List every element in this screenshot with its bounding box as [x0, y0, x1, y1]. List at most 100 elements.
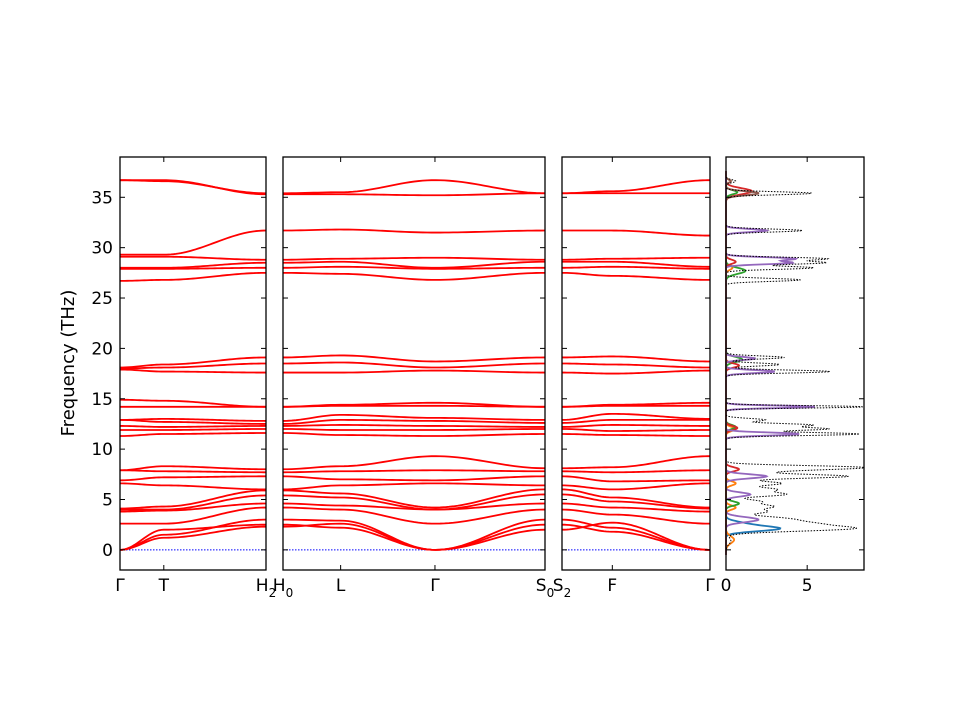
- band-7: [119, 489, 267, 510]
- band-20: [561, 362, 711, 369]
- band-4: [120, 506, 267, 525]
- y-tick-label: 25: [91, 289, 113, 309]
- band-7: [282, 488, 546, 509]
- band-panel-2: H0 L Γ S0: [273, 156, 554, 600]
- band-8: [282, 482, 546, 491]
- band-panel-3-frame: [561, 156, 711, 571]
- band-1: [119, 523, 267, 551]
- band-panel-2-frame: [282, 156, 546, 571]
- band-6: [561, 493, 711, 510]
- band-4: [282, 506, 546, 525]
- total-dos: [725, 171, 865, 555]
- band-3: [119, 518, 267, 551]
- band-19: [119, 368, 267, 374]
- k-point-label: Γ: [430, 576, 440, 596]
- y-tick-label: 0: [102, 541, 113, 561]
- band-24: [282, 260, 546, 269]
- partial-dos-5: [725, 171, 815, 555]
- band-22: [119, 271, 267, 282]
- band-25: [282, 256, 546, 261]
- band-panel-3: S2 F Γ: [553, 156, 715, 600]
- band-16: [119, 417, 267, 422]
- band-panel-1-frame: [119, 156, 267, 571]
- k-point-label: Γ: [115, 576, 125, 596]
- band-6: [120, 494, 267, 511]
- band-20: [282, 361, 546, 369]
- band-15: [282, 419, 546, 425]
- band-23: [562, 265, 710, 270]
- band-21: [282, 354, 546, 363]
- band-7: [561, 488, 711, 509]
- band-5: [561, 502, 711, 513]
- band-11: [562, 455, 711, 470]
- band-23: [120, 266, 267, 270]
- y-tick-label: 20: [91, 339, 113, 359]
- band-22: [282, 271, 546, 281]
- band-24: [562, 260, 711, 268]
- band-21: [119, 356, 267, 369]
- k-point-subscript: 0: [547, 586, 555, 600]
- band-14: [119, 425, 267, 428]
- band-6: [282, 493, 546, 511]
- band-5: [282, 502, 546, 511]
- band-11: [119, 465, 267, 472]
- band-14: [561, 424, 710, 428]
- band-12: [119, 432, 267, 437]
- band-19: [283, 369, 546, 374]
- band-18: [561, 401, 710, 408]
- y-axis-label: Frequency (THz): [58, 290, 79, 437]
- k-point-label: S2: [553, 576, 571, 600]
- y-tick-label: 30: [91, 239, 113, 259]
- y-tick-label: 15: [91, 390, 113, 410]
- band-3: [561, 521, 711, 551]
- band-14: [282, 424, 545, 428]
- k-point-label: L: [336, 576, 346, 596]
- band-28: [120, 179, 267, 196]
- band-12: [561, 433, 710, 437]
- band-27: [561, 179, 711, 195]
- band-9: [561, 475, 710, 483]
- band-8: [561, 482, 711, 491]
- y-tick-label: 5: [102, 490, 113, 510]
- band-8: [119, 482, 266, 491]
- band-9: [119, 475, 266, 482]
- band-24: [120, 261, 267, 269]
- band-26: [120, 229, 267, 256]
- band-26: [282, 228, 546, 234]
- k-point-label: Γ: [705, 576, 715, 596]
- y-tick-label: 10: [91, 440, 113, 460]
- k-point-subscript: 2: [564, 586, 572, 600]
- dos-panel-frame: [725, 156, 865, 571]
- band-25: [120, 255, 267, 261]
- band-18: [282, 401, 546, 408]
- band-11: [282, 455, 546, 471]
- band-9: [282, 475, 546, 482]
- band-22: [561, 271, 710, 281]
- k-point-subscript: 2: [269, 586, 277, 600]
- dos-x-tick-label: 5: [802, 576, 813, 596]
- band-3: [282, 518, 546, 551]
- dos-x-tick-label: 0: [721, 576, 732, 596]
- band-13: [282, 428, 545, 431]
- band-2: [119, 525, 267, 551]
- band-15: [561, 419, 710, 424]
- k-point-label: F: [607, 576, 617, 596]
- band-16: [561, 412, 711, 421]
- band-13: [120, 428, 266, 431]
- band-19: [562, 369, 711, 375]
- k-point-subscript: 0: [286, 586, 294, 600]
- band-12: [282, 432, 546, 437]
- band-10: [561, 469, 710, 474]
- band-23: [282, 265, 546, 270]
- band-25: [561, 256, 710, 261]
- band-13: [561, 428, 710, 432]
- band-20: [119, 362, 267, 370]
- k-point-label: S0: [536, 576, 554, 600]
- band-26: [562, 229, 711, 237]
- band-15: [119, 419, 266, 425]
- band-28: [283, 192, 546, 197]
- band-10: [282, 469, 545, 474]
